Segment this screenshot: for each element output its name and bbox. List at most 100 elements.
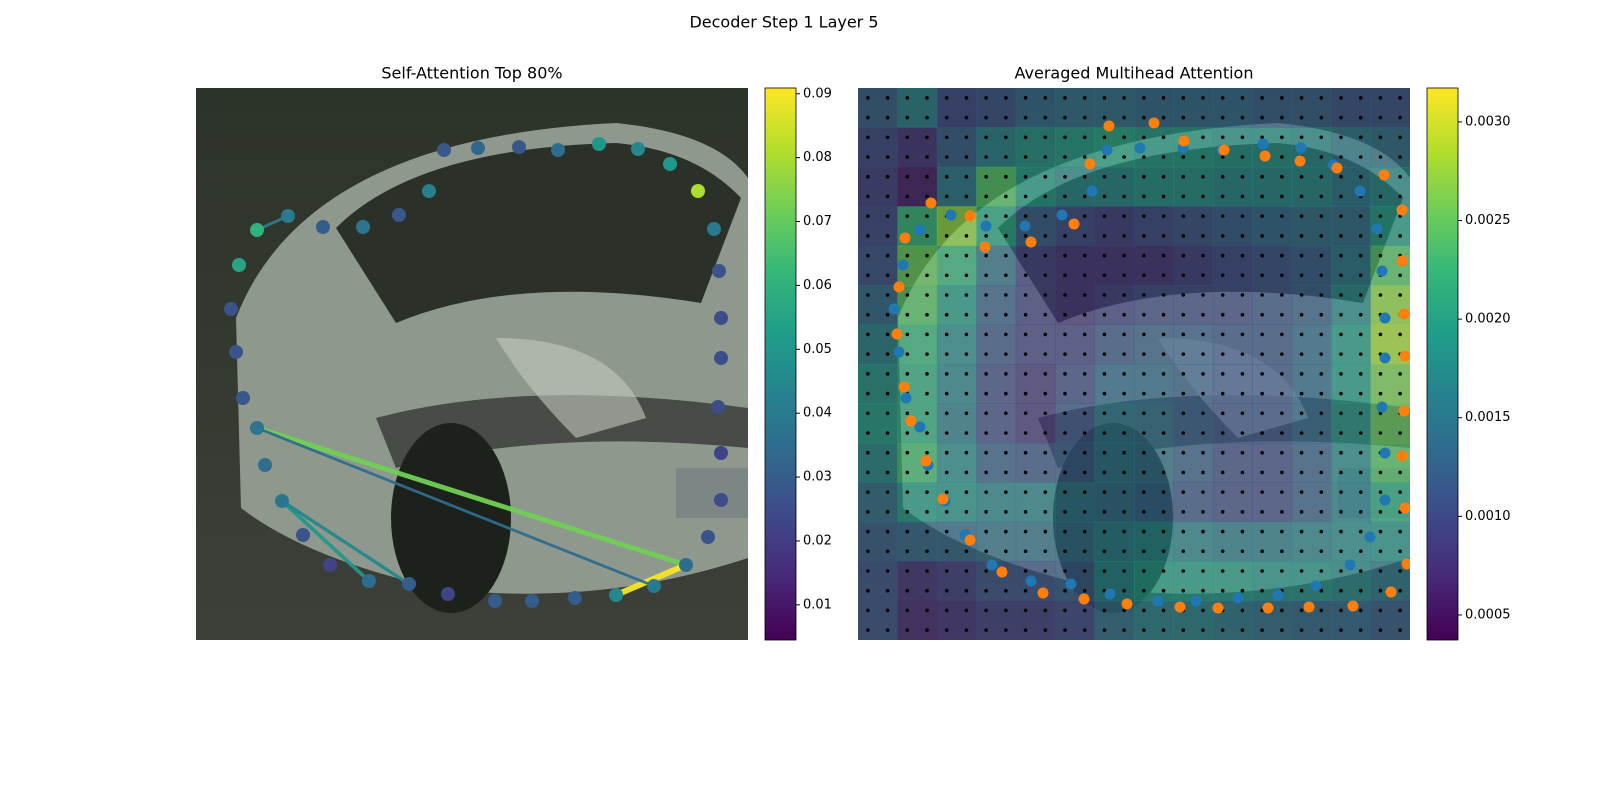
- reference-dot: [1339, 312, 1343, 317]
- heatmap-cell: [1212, 403, 1253, 444]
- reference-dot: [1201, 510, 1205, 514]
- reference-dot: [925, 431, 929, 435]
- reference-dot: [1122, 332, 1126, 337]
- point: [402, 577, 416, 591]
- reference-dot: [1142, 293, 1146, 297]
- reference-dot: [866, 312, 870, 317]
- reference-dot: [1280, 391, 1284, 396]
- reference-dot: [1339, 510, 1343, 514]
- heatmap-cell: [1291, 482, 1332, 523]
- reference-dot: [1358, 155, 1363, 159]
- reference-dot: [885, 273, 890, 278]
- reference-dot: [1201, 352, 1205, 356]
- reference-dot: [1378, 234, 1383, 238]
- reference-dot: [1240, 608, 1245, 613]
- heatmap-cell: [1055, 442, 1096, 483]
- reference-dot: [1280, 470, 1284, 475]
- reference-dot: [1220, 194, 1225, 199]
- reference-dot: [1339, 352, 1343, 356]
- reference-dot: [1299, 174, 1304, 179]
- reference-dot: [1319, 214, 1324, 218]
- heatmap-cell: [858, 364, 898, 404]
- heatmap-cell: [1291, 324, 1332, 365]
- reference-dot: [1319, 372, 1324, 376]
- heatmap-cell: [1212, 364, 1253, 404]
- point: [1056, 209, 1068, 221]
- reference-dot: [1142, 628, 1146, 632]
- point: [441, 587, 455, 601]
- heatmap-cell: [1252, 561, 1293, 602]
- reference-dot: [1339, 115, 1343, 120]
- heatmap-cell: [1252, 482, 1293, 523]
- reference-dot: [1043, 569, 1048, 573]
- reference-dot: [1398, 431, 1402, 435]
- colorbar: [1426, 87, 1459, 641]
- reference-dot: [1043, 273, 1048, 278]
- reference-dot: [1043, 549, 1048, 554]
- reference-dot: [1181, 96, 1186, 100]
- reference-dot: [1299, 214, 1304, 218]
- reference-dot: [1023, 214, 1028, 218]
- reference-dot: [1181, 529, 1186, 534]
- reference-dot: [866, 470, 870, 475]
- reference-dot: [1122, 115, 1126, 120]
- reference-dot: [1082, 490, 1087, 494]
- reference-dot: [1102, 431, 1107, 435]
- reference-dot: [1023, 411, 1028, 416]
- reference-dot: [1299, 510, 1304, 514]
- reference-dot: [984, 174, 988, 179]
- reference-dot: [1358, 510, 1363, 514]
- reference-dot: [1004, 529, 1008, 534]
- reference-dot: [1023, 431, 1028, 435]
- point: [979, 241, 991, 253]
- point: [1272, 589, 1284, 601]
- reference-dot: [925, 391, 929, 396]
- colorbar-tick-label: 0.09: [803, 86, 832, 101]
- reference-dot: [1043, 372, 1048, 376]
- reference-dot: [905, 115, 910, 120]
- reference-dot: [984, 628, 988, 632]
- reference-dot: [1004, 431, 1008, 435]
- point: [1294, 155, 1306, 167]
- reference-dot: [1004, 588, 1008, 593]
- plot-area: [224, 137, 728, 608]
- reference-dot: [964, 234, 969, 238]
- reference-dot: [964, 490, 969, 494]
- heatmap-cell: [1331, 166, 1372, 207]
- reference-dot: [1201, 115, 1205, 120]
- reference-dot: [984, 510, 988, 514]
- reference-dot: [1161, 549, 1166, 554]
- point: [1037, 587, 1049, 599]
- point: [964, 534, 976, 546]
- reference-dot: [1122, 608, 1126, 613]
- point: [488, 594, 502, 608]
- reference-dot: [1181, 214, 1186, 218]
- reference-dot: [1398, 115, 1402, 120]
- reference-dot: [1082, 352, 1087, 356]
- reference-dot: [1082, 135, 1087, 140]
- heatmap-cell: [936, 127, 977, 168]
- reference-dot: [1358, 628, 1363, 632]
- point: [891, 328, 903, 340]
- heatmap-cell: [897, 127, 938, 168]
- reference-dot: [1260, 628, 1264, 632]
- reference-dot: [944, 194, 949, 199]
- reference-dot: [885, 431, 890, 435]
- reference-dot: [944, 391, 949, 396]
- reference-dot: [1023, 510, 1028, 514]
- reference-dot: [925, 273, 929, 278]
- reference-dot: [1260, 510, 1264, 514]
- reference-dot: [1299, 273, 1304, 278]
- point: [1212, 602, 1224, 614]
- heatmap-cell: [1055, 245, 1096, 286]
- reference-dot: [1181, 411, 1186, 416]
- reference-dot: [1142, 549, 1146, 554]
- reference-dot: [1240, 214, 1245, 218]
- point: [1084, 158, 1096, 170]
- reference-dot: [905, 352, 910, 356]
- point: [1101, 144, 1113, 156]
- heatmap-cell: [1015, 403, 1056, 444]
- reference-dot: [944, 312, 949, 317]
- reference-dot: [866, 332, 870, 337]
